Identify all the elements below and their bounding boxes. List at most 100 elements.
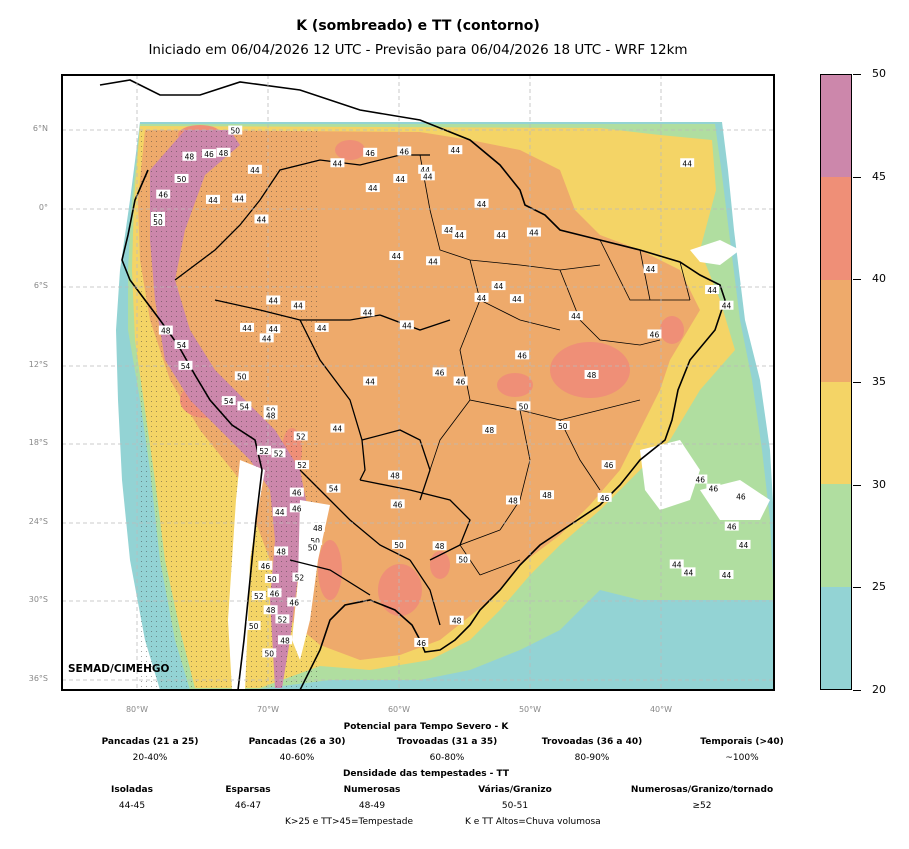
tt-value: 44 [477, 200, 487, 209]
tt-value: 44 [496, 231, 506, 240]
lon-label: 60°W [387, 705, 411, 714]
tt-label: 46 [432, 367, 447, 377]
colorbar-tick [853, 74, 861, 75]
tt-label: 46 [258, 560, 273, 571]
legend-k-category: Trovoadas (36 a 40) [541, 737, 643, 747]
legend-k-category: Trovoadas (31 a 35) [396, 737, 498, 747]
colorbar-tick [853, 279, 861, 280]
tt-label: 50 [246, 620, 261, 631]
tt-label: 54 [237, 401, 252, 411]
tt-label: 48 [216, 147, 231, 158]
legend-tt-range: 44-45 [118, 801, 146, 811]
legend-tt-category: Várias/Granizo [478, 785, 552, 795]
tt-label: 46 [397, 146, 412, 156]
tt-label: 44 [643, 264, 658, 274]
legend-tt-range: 50-51 [501, 801, 529, 811]
tt-label: 50 [150, 217, 165, 227]
colorbar-segment [821, 586, 851, 689]
tt-label: 46 [724, 521, 739, 532]
legend-k-probability: 20-40% [132, 753, 168, 763]
tt-value: 44 [571, 312, 581, 321]
tt-value: 50 [458, 555, 468, 564]
tt-label: 48 [505, 495, 520, 505]
tt-value: 44 [477, 294, 487, 303]
colorbar-tick-label: 30 [872, 478, 886, 491]
tt-label: 44 [314, 322, 329, 333]
tt-value: 44 [402, 321, 412, 330]
map-frame [61, 74, 775, 691]
lat-label: 12°S [28, 360, 48, 369]
tt-value: 48 [266, 606, 276, 615]
legend-footnote-1: K>25 e TT>45=Tempestade [285, 817, 414, 827]
tt-value: 48 [313, 524, 323, 533]
tt-contour-labels: 5048464844504446464444444444464444445250… [150, 125, 751, 658]
tt-value: 44 [268, 325, 278, 334]
legend-k-category: Temporais (>40) [700, 737, 784, 747]
tt-value: 48 [266, 412, 276, 421]
map-title: K (sombreado) e TT (contorno) [296, 18, 540, 34]
legend-tt-category: Esparsas [225, 785, 271, 795]
tt-label: 48 [274, 546, 289, 556]
tt-label: 44 [452, 230, 467, 240]
tt-value: 50 [308, 544, 318, 553]
tt-label: 52 [295, 460, 310, 470]
tt-value: 46 [604, 461, 614, 470]
tt-value: 48 [219, 149, 229, 158]
tt-label: 44 [568, 311, 583, 321]
tt-value: 46 [270, 589, 280, 598]
tt-label: 46 [267, 588, 282, 598]
tt-value: 48 [485, 426, 495, 435]
colorbar-tick-label: 50 [872, 67, 886, 80]
tt-value: 46 [289, 598, 299, 607]
tt-value: 48 [587, 371, 597, 380]
tt-label: 50 [392, 539, 406, 550]
tt-value: 46 [393, 500, 403, 509]
tt-value: 46 [435, 368, 445, 377]
tt-value: 50 [267, 575, 277, 584]
tt-label: 44 [441, 224, 456, 235]
tt-label: 44 [719, 300, 734, 311]
tt-value: 44 [392, 252, 402, 261]
tt-label: 46 [363, 147, 378, 158]
tt-label: 44 [247, 164, 262, 175]
tt-label: 54 [221, 396, 236, 406]
tt-value: 48 [161, 327, 171, 336]
tt-value: 44 [262, 334, 272, 343]
colorbar-tick-label: 25 [872, 580, 886, 593]
tt-label: 44 [448, 145, 463, 155]
tt-value: 44 [208, 196, 218, 205]
tt-label: 44 [719, 569, 734, 580]
colorbar-tick-label: 20 [872, 683, 886, 696]
tt-value: 48 [185, 153, 195, 162]
tt-label: 54 [326, 483, 341, 494]
tt-label: 48 [482, 424, 497, 435]
colorbar-segment [821, 484, 851, 587]
tt-value: 44 [428, 257, 438, 266]
legend-tt-category: Numerosas/Granizo/tornado [630, 785, 774, 795]
tt-label: 50 [262, 648, 277, 658]
tt-label: 44 [266, 324, 281, 334]
tt-value: 52 [254, 592, 264, 601]
legend-tt-title: Densidade das tempestades - TT [342, 769, 510, 779]
tt-value: 50 [394, 541, 404, 550]
tt-label: 46 [289, 503, 304, 513]
tt-label: 48 [449, 615, 464, 626]
tt-label: 52 [271, 448, 286, 458]
tt-label: 52 [251, 590, 266, 601]
tt-label: 46 [289, 487, 304, 498]
tt-value: 44 [368, 184, 378, 193]
tt-label: 44 [491, 281, 506, 291]
tt-label: 46 [390, 499, 405, 509]
colorbar-segment [821, 177, 851, 280]
lat-label: 6°N [32, 124, 48, 133]
legend-k-probability: 60-80% [429, 753, 465, 763]
tt-label: 46 [601, 460, 616, 470]
tt-label: 54 [178, 360, 193, 371]
tt-value: 44 [722, 302, 732, 311]
colorbar-tick [853, 382, 861, 383]
tt-label: 44 [509, 294, 524, 304]
tt-value: 52 [259, 447, 269, 456]
lon-label: 50°W [518, 705, 542, 714]
colorbar-tick-label: 40 [872, 272, 886, 285]
tt-value: 44 [684, 568, 694, 577]
